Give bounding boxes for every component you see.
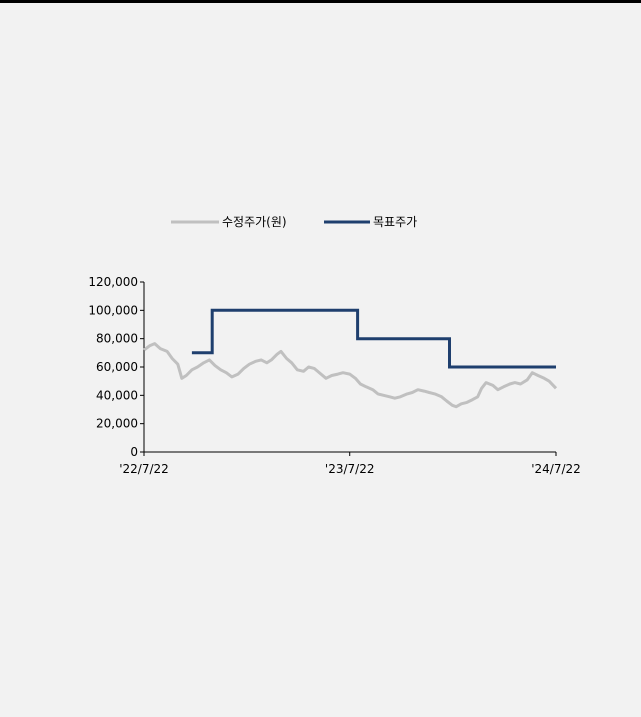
y-tick-label: 20,000	[96, 417, 138, 431]
y-tick-label: 60,000	[96, 360, 138, 374]
legend-label-target: 목표주가	[373, 215, 417, 229]
y-tick-label: 0	[130, 445, 138, 459]
top-rule	[0, 0, 641, 3]
x-tick-label: '23/7/22	[325, 462, 375, 476]
x-axis-ticks: '22/7/22 '23/7/22 '24/7/22	[119, 452, 581, 476]
y-tick-label: 120,000	[88, 275, 138, 289]
series-line-price	[143, 342, 558, 409]
y-tick-label: 40,000	[96, 388, 138, 402]
legend-label-price: 수정주가(원)	[222, 215, 287, 229]
x-tick-label: '24/7/22	[531, 462, 581, 476]
series-line-target	[191, 308, 556, 369]
legend: 수정주가(원) 목표주가	[171, 215, 417, 229]
y-tick-label: 80,000	[96, 332, 138, 346]
x-tick-label: '22/7/22	[119, 462, 169, 476]
y-axis-ticks: 0 20,000 40,000 60,000 80,000 100,000 120,000	[88, 275, 144, 459]
y-tick-label: 100,000	[88, 303, 138, 317]
